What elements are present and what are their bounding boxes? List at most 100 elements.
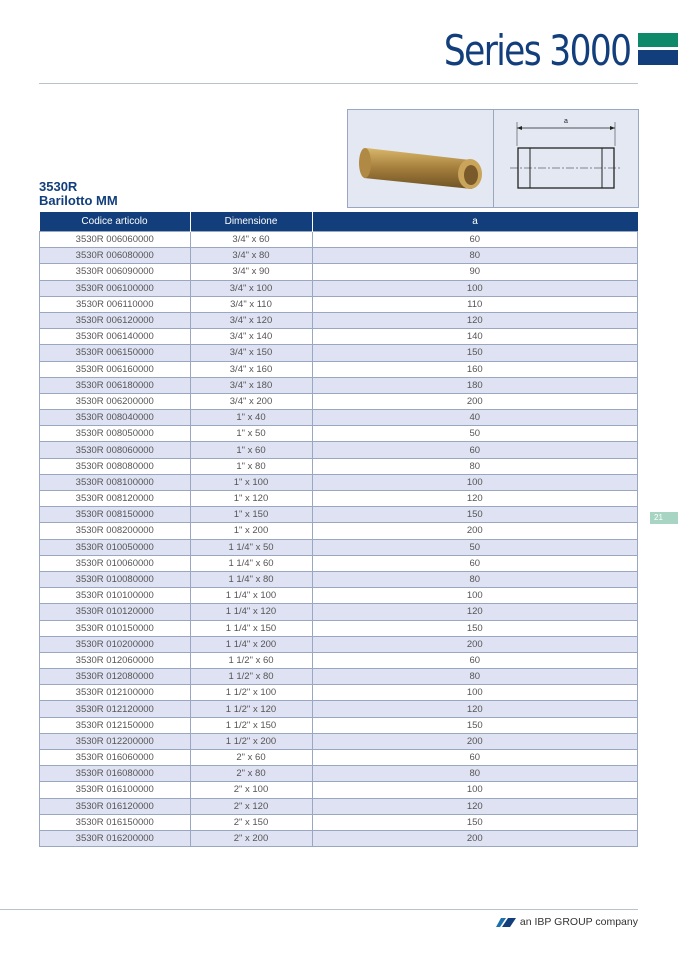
table-row: 3530R 016080000 2" x 80 80 (39, 765, 638, 783)
cell-a: 60 (311, 554, 638, 572)
cell-a: 50 (311, 538, 638, 556)
cell-code: 3530R 016080000 (39, 765, 191, 783)
ibp-logo-icon (495, 917, 516, 927)
cell-code: 3530R 016150000 (39, 813, 191, 831)
cell-code: 3530R 012060000 (39, 651, 191, 670)
cell-code: 3530R 006120000 (39, 311, 191, 330)
cell-code: 3530R 016060000 (39, 748, 191, 767)
product-code: 3530R (39, 179, 78, 194)
product-name: Barilotto MM (39, 193, 118, 208)
footer-divider (0, 909, 638, 910)
cell-a: 80 (311, 765, 638, 783)
cell-dimension: 3/4" x 160 (189, 360, 313, 378)
table-row: 3530R 006180000 3/4" x 180 180 (39, 376, 638, 394)
cell-a: 80 (311, 457, 638, 475)
table-row: 3530R 006090000 3/4" x 90 90 (39, 263, 638, 281)
cell-code: 3530R 006180000 (39, 376, 191, 394)
cell-code: 3530R 010060000 (39, 554, 191, 572)
cell-dimension: 2" x 60 (189, 748, 313, 767)
cell-dimension: 1 1/2" x 200 (189, 732, 313, 751)
cell-a: 80 (311, 668, 638, 686)
cell-code: 3530R 008060000 (39, 441, 191, 459)
table-row: 3530R 016200000 2" x 200 200 (39, 829, 638, 848)
cell-a: 180 (311, 376, 638, 394)
column-header-dimension: Dimensione (190, 212, 313, 232)
cell-code: 3530R 012150000 (39, 716, 191, 734)
cell-code: 3530R 006090000 (39, 263, 191, 281)
cell-a: 100 (311, 684, 638, 702)
cell-code: 3530R 006100000 (39, 279, 191, 297)
cell-dimension: 3/4" x 60 (189, 230, 313, 249)
cell-dimension: 1 1/4" x 100 (189, 587, 313, 605)
cell-dimension: 1 1/2" x 80 (189, 668, 313, 686)
table-row: 3530R 012060000 1 1/2" x 60 60 (39, 651, 638, 670)
product-figure: a (347, 109, 639, 208)
cell-code: 3530R 010050000 (39, 538, 191, 556)
cell-code: 3530R 006150000 (39, 344, 191, 362)
footer: an IBP GROUP company (495, 916, 638, 928)
table-row: 3530R 008080000 1" x 80 80 (39, 457, 638, 475)
column-header-code: Codice articolo (39, 212, 191, 232)
cell-dimension: 1 1/4" x 120 (189, 603, 313, 621)
cell-code: 3530R 008040000 (39, 409, 191, 427)
cell-dimension: 1 1/2" x 100 (189, 684, 313, 702)
cell-code: 3530R 006140000 (39, 328, 191, 346)
cell-dimension: 1 1/4" x 80 (189, 570, 313, 589)
cell-dimension: 3/4" x 110 (189, 295, 313, 313)
cell-a: 110 (311, 295, 638, 313)
cell-a: 100 (311, 279, 638, 297)
page-number: 21 (650, 512, 678, 524)
table-row: 3530R 006160000 3/4" x 160 160 (39, 360, 638, 378)
cell-a: 60 (311, 651, 638, 670)
table-row: 3530R 008040000 1" x 40 40 (39, 409, 638, 427)
cell-dimension: 3/4" x 120 (189, 311, 313, 330)
cell-code: 3530R 016120000 (39, 797, 191, 815)
footer-text: an IBP GROUP company (519, 916, 638, 928)
table-row: 3530R 016100000 2" x 100 100 (39, 781, 638, 799)
cell-dimension: 1" x 50 (189, 425, 313, 443)
table-row: 3530R 012100000 1 1/2" x 100 100 (39, 684, 638, 702)
cell-a: 50 (311, 425, 638, 443)
cell-code: 3530R 012100000 (39, 684, 191, 702)
table-row: 3530R 008050000 1" x 50 50 (39, 425, 638, 443)
cell-code: 3530R 008050000 (39, 425, 191, 443)
cell-dimension: 3/4" x 80 (189, 247, 313, 265)
cell-a: 160 (311, 360, 638, 378)
brand-logo-icon (638, 33, 678, 65)
table-row: 3530R 008100000 1" x 100 100 (39, 473, 638, 492)
table-row: 3530R 016060000 2" x 60 60 (39, 748, 638, 767)
cell-a: 150 (311, 506, 638, 524)
table-row: 3530R 016120000 2" x 120 120 (39, 797, 638, 815)
cell-a: 200 (311, 732, 638, 751)
cell-a: 90 (311, 263, 638, 281)
cell-dimension: 1" x 80 (189, 457, 313, 475)
cell-code: 3530R 012120000 (39, 700, 191, 718)
cell-a: 120 (311, 603, 638, 621)
cell-a: 80 (311, 570, 638, 589)
cell-code: 3530R 006060000 (39, 230, 191, 249)
table-row: 3530R 010120000 1 1/4" x 120 120 (39, 603, 638, 621)
cell-dimension: 1" x 120 (189, 489, 313, 508)
cell-dimension: 1" x 150 (189, 506, 313, 524)
cell-a: 150 (311, 716, 638, 734)
cell-dimension: 2" x 100 (189, 781, 313, 799)
table-row: 3530R 010100000 1 1/4" x 100 100 (39, 587, 638, 605)
cell-dimension: 1 1/2" x 150 (189, 716, 313, 734)
table-row: 3530R 010150000 1 1/4" x 150 150 (39, 619, 638, 637)
cell-code: 3530R 006160000 (39, 360, 191, 378)
cell-code: 3530R 012200000 (39, 732, 191, 751)
cell-dimension: 1 1/4" x 60 (189, 554, 313, 572)
table-row: 3530R 010200000 1 1/4" x 200 200 (39, 635, 638, 653)
cell-dimension: 1" x 200 (189, 522, 313, 540)
table-header: Codice articolo Dimensione a (39, 212, 638, 232)
cell-code: 3530R 010100000 (39, 587, 191, 605)
cell-dimension: 2" x 200 (189, 829, 313, 848)
cell-code: 3530R 010200000 (39, 635, 191, 653)
cell-a: 120 (311, 797, 638, 815)
cell-dimension: 1 1/4" x 50 (189, 538, 313, 556)
table-row: 3530R 006200000 3/4" x 200 200 (39, 392, 638, 411)
cell-a: 100 (311, 781, 638, 799)
cell-dimension: 3/4" x 180 (189, 376, 313, 394)
table-row: 3530R 010060000 1 1/4" x 60 60 (39, 554, 638, 572)
cell-code: 3530R 006200000 (39, 392, 191, 411)
